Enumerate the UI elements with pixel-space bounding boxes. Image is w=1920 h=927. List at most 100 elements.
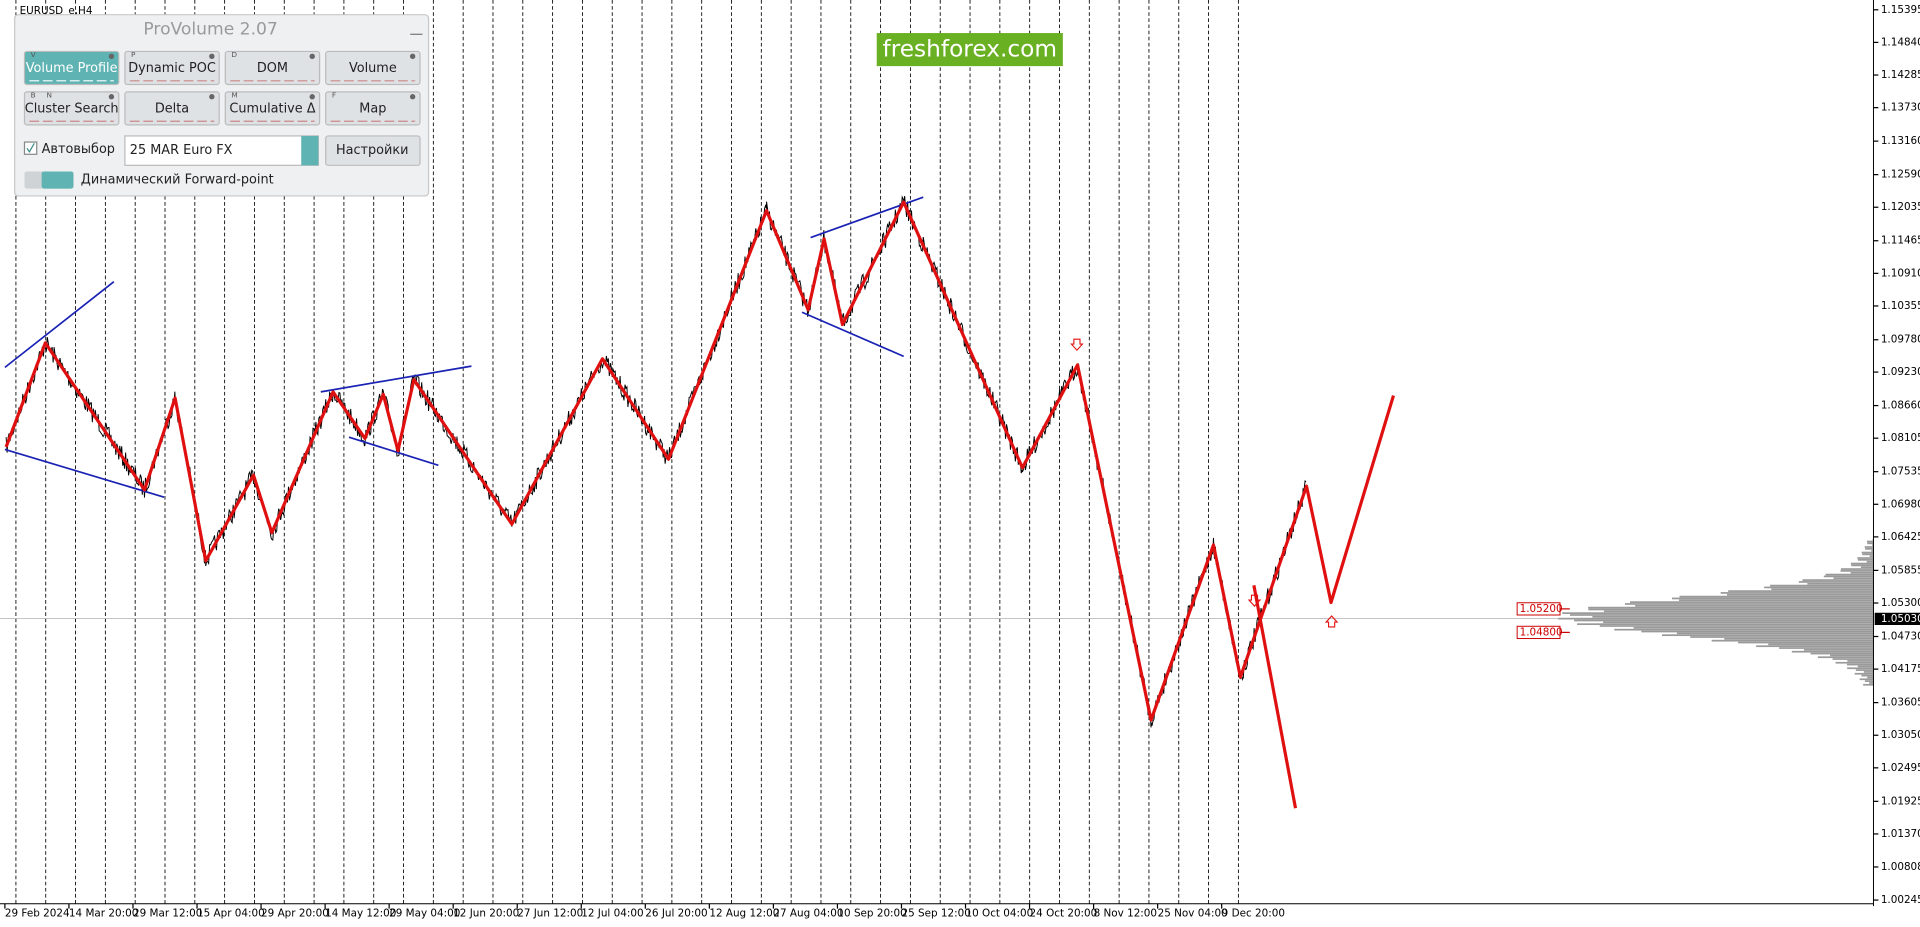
profile-bar [1588,606,1874,609]
settings-gear[interactable] [108,94,115,100]
profile-bar [1630,601,1874,603]
profile-bar [1869,682,1874,684]
mode-button[interactable] [23,50,120,86]
profile-bar [1791,650,1874,653]
hotkey: M [231,91,237,100]
profile-bar [1823,575,1874,578]
profile-bar [1859,678,1874,681]
profile-bar [1869,555,1874,558]
settings-gear[interactable] [108,53,115,60]
mode-label: Volume [349,61,397,76]
settings-gear[interactable] [409,53,416,60]
settings-gear[interactable] [209,94,215,100]
price-label: 1.03605 [1881,697,1920,709]
price-label: 1.00245 [1881,894,1920,906]
mode-label: Cluster Search [25,101,119,116]
profile-bar [1768,643,1874,646]
hotkey: P [131,50,136,59]
profile-bar [1864,680,1874,682]
hotkey: D [231,50,237,59]
arrow-down [1247,594,1262,607]
profile-bar [1679,599,1874,602]
time-label: 14 Mar 20:00 [69,908,138,920]
time-label: 10 Sep 20:00 [837,908,906,920]
hotkey: B [31,91,36,100]
toggle-knob [41,171,74,189]
profile-bar [1711,639,1874,642]
profile-bar [1574,619,1874,622]
price-label: 1.09780 [1881,334,1920,346]
price-label: 1.02495 [1881,762,1920,774]
time-label: 24 Oct 20:00 [1030,908,1098,920]
time-label: 12 Jun 20:00 [453,908,519,920]
profile-bar [1817,656,1874,659]
spinner[interactable] [301,135,319,166]
settings-gear[interactable] [409,94,416,100]
profile-bar [1850,562,1874,565]
profile-bar [1728,590,1874,592]
checkbox[interactable] [23,141,38,155]
mode-button[interactable] [224,91,321,126]
profile-bar [1592,615,1874,618]
mode-label: Cumulative Δ [229,101,315,116]
panel-title: ProVolume 2.07 [143,19,277,39]
profile-bar [1867,542,1874,545]
profile-bar [1641,630,1874,633]
profile-bar [1577,623,1874,626]
settings-gear[interactable] [209,53,215,60]
profile-bar [1764,586,1874,589]
profile-bar [1562,612,1874,614]
profile-bar [1771,588,1874,591]
profile-bar [1633,626,1874,629]
profile-bar [1846,663,1874,666]
level-label: 1.05200 [1520,603,1563,615]
price-label: 1.08660 [1881,400,1920,412]
profile-bar [1847,667,1874,670]
settings-gear[interactable] [309,53,315,60]
price-label: 1.10910 [1881,267,1920,279]
profile-bar [1835,661,1874,664]
price-label: 1.04730 [1881,631,1920,643]
mode-button[interactable] [23,91,120,126]
channel-lines [4,196,924,498]
profile-bar [1847,660,1874,662]
profile-bar [1863,671,1874,673]
hotkey: N [47,91,52,100]
price-label: 1.11465 [1881,235,1920,247]
profile-bar [1738,641,1874,644]
profile-bar [1862,553,1874,556]
time-label: 26 Jul 20:00 [645,908,707,920]
zigzag [4,200,1395,722]
trend-line [320,365,472,393]
profile-bar [1857,559,1874,561]
level-label: 1.04800 [1520,626,1563,638]
mode-button[interactable] [124,91,220,126]
profile-bar [1720,592,1874,594]
profile-bar [1810,652,1874,655]
price-label: 1.10355 [1881,300,1920,312]
profile-bar [1867,676,1874,679]
price-label: 1.09230 [1881,366,1920,378]
profile-bar [1866,560,1874,563]
time-label: 29 May 04:00 [389,908,460,920]
time-label: 25 Nov 04:00 [1158,908,1228,920]
price-label: 1.06425 [1881,531,1920,543]
price-label: 1.06980 [1881,498,1920,510]
signal-arrows [1070,338,1339,628]
mode-button[interactable] [124,50,220,86]
mode-button[interactable] [325,91,421,126]
profile-bar [1798,581,1874,583]
profile-bar [1832,658,1874,660]
profile-bar [1840,570,1874,572]
price-label: 1.13160 [1881,135,1920,147]
settings-gear[interactable] [309,94,315,100]
settings-button[interactable] [325,135,421,166]
mode-button[interactable] [325,50,421,86]
time-label: 14 May 12:00 [325,908,396,920]
profile-bar [1779,647,1874,649]
profile-bar [1802,579,1874,581]
price-label: 1.08105 [1881,432,1920,444]
autoselect-label: Автовыбор [42,142,115,157]
mode-label: DOM [257,61,288,76]
mode-button[interactable] [224,50,321,86]
